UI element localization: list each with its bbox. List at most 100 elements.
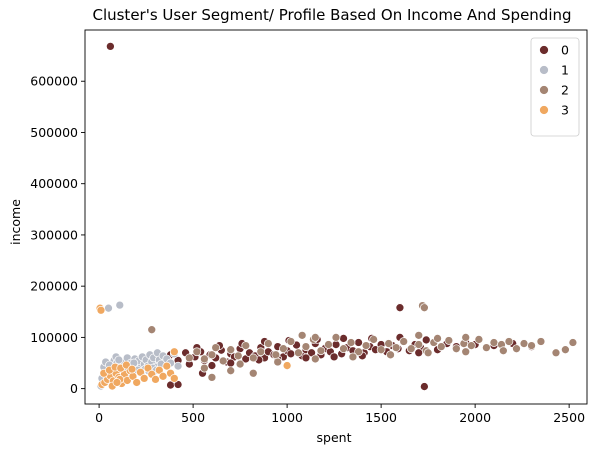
- data-point-2-53: [536, 337, 546, 346]
- data-point-2-41: [444, 336, 454, 345]
- legend-label-3: 3: [561, 103, 569, 118]
- data-point-2-49: [504, 337, 514, 346]
- x-tick-label-3: 1500: [365, 410, 397, 425]
- data-point-2-60: [235, 359, 245, 369]
- y-axis-label: income: [8, 199, 23, 245]
- data-point-2-0: [147, 325, 157, 335]
- data-point-2-21: [294, 348, 303, 358]
- data-point-2-18: [271, 350, 281, 360]
- axes: 0 500 1000 1500 2000 2500 0 100000 200000 300000 4…: [30, 29, 588, 425]
- legend-marker-3: [539, 105, 549, 115]
- data-point-0-32: [286, 349, 296, 359]
- data-point-0-41: [331, 340, 341, 349]
- chart-title: Cluster's User Segment/ Profile Based On…: [92, 6, 571, 24]
- data-point-2-13: [233, 351, 243, 361]
- data-point-2-7: [192, 347, 202, 357]
- data-point-3-22: [162, 361, 172, 371]
- y-tick-label-4: 400000: [30, 176, 78, 191]
- x-tick-label-0: 0: [95, 410, 103, 425]
- data-point-2-40: [436, 342, 446, 351]
- data-point-2-64: [386, 350, 395, 360]
- data-point-2-35: [399, 337, 409, 346]
- y-tick-label-1: 100000: [30, 330, 78, 345]
- data-point-2-67: [498, 346, 508, 356]
- x-tick-label-1: 500: [181, 410, 205, 425]
- data-point-2-17: [263, 339, 273, 348]
- data-point-2-52: [527, 341, 536, 350]
- data-point-3-21: [158, 371, 168, 381]
- data-point-2-20: [286, 337, 296, 346]
- y-tick-label-2: 200000: [30, 279, 78, 294]
- data-point-2-62: [310, 354, 320, 364]
- data-point-3-14: [132, 378, 142, 387]
- data-point-3-30: [127, 364, 137, 374]
- data-point-2-25: [324, 340, 333, 349]
- data-point-0-74: [414, 348, 424, 358]
- data-point-2-65: [423, 348, 433, 358]
- data-point-2-14: [241, 341, 251, 350]
- data-point-2-34: [391, 343, 401, 352]
- data-point-2-59: [200, 363, 209, 373]
- x-tick-label-5: 2500: [553, 410, 585, 425]
- data-point-2-27: [339, 344, 348, 354]
- data-point-2-58: [461, 333, 471, 342]
- data-point-2-15: [248, 353, 258, 363]
- data-point-2-12: [226, 345, 236, 355]
- legend-label-1: 1: [561, 63, 569, 78]
- data-point-2-50: [512, 344, 521, 354]
- data-point-2-61: [273, 357, 283, 367]
- data-point-3-24: [169, 374, 179, 383]
- data-point-2-2: [420, 303, 429, 313]
- legend: 0 1 2 3: [530, 37, 580, 137]
- data-point-2-32: [376, 345, 386, 355]
- data-point-2-51: [519, 339, 529, 348]
- data-point-2-36: [406, 344, 416, 354]
- legend-label-2: 2: [561, 83, 569, 98]
- data-point-2-63: [348, 352, 358, 362]
- data-point-0-57: [421, 335, 431, 345]
- data-point-3-35: [112, 378, 122, 387]
- data-point-0-66: [207, 361, 217, 370]
- legend-marker-1: [539, 65, 549, 75]
- y-tick-label-5: 500000: [30, 125, 78, 140]
- data-point-3-16: [139, 374, 149, 383]
- data-point-2-47: [489, 338, 499, 347]
- data-point-2-44: [467, 341, 476, 350]
- legend-marker-0: [539, 45, 549, 55]
- data-point-1-1: [115, 300, 125, 310]
- y-tick-label-3: 300000: [30, 227, 78, 242]
- data-point-0-0: [106, 42, 115, 51]
- data-point-3-32: [282, 361, 292, 370]
- data-point-2-24: [316, 346, 326, 356]
- legend-label-0: 0: [561, 43, 569, 58]
- data-point-2-3: [551, 348, 561, 358]
- data-point-2-28: [346, 338, 356, 347]
- x-tick-label-4: 2000: [459, 410, 491, 425]
- data-point-2-55: [310, 333, 320, 342]
- data-point-3-1: [96, 305, 106, 315]
- data-point-2-30: [361, 341, 371, 350]
- y-tick-label-0: 0: [70, 381, 78, 396]
- data-point-3-19: [151, 375, 160, 384]
- data-point-2-37: [414, 340, 424, 349]
- data-point-2-4: [561, 345, 570, 355]
- data-point-2-33: [384, 339, 393, 348]
- data-point-1-49: [114, 355, 124, 365]
- data-point-2-6: [185, 353, 194, 363]
- x-axis-label: spent: [317, 430, 352, 445]
- data-point-2-31: [369, 335, 378, 344]
- data-point-2-11: [218, 356, 228, 366]
- data-point-0-71: [329, 352, 339, 362]
- data-point-1-0: [104, 303, 113, 313]
- x-tick-label-2: 1000: [271, 410, 303, 425]
- data-point-2-56: [414, 331, 424, 340]
- data-point-0-67: [226, 358, 236, 368]
- data-point-2-5: [568, 338, 578, 347]
- plot-frame: [84, 29, 588, 405]
- data-point-2-8: [200, 354, 209, 364]
- data-point-0-45: [354, 338, 363, 347]
- data-point-3-31: [169, 347, 179, 357]
- data-point-2-16: [256, 347, 266, 357]
